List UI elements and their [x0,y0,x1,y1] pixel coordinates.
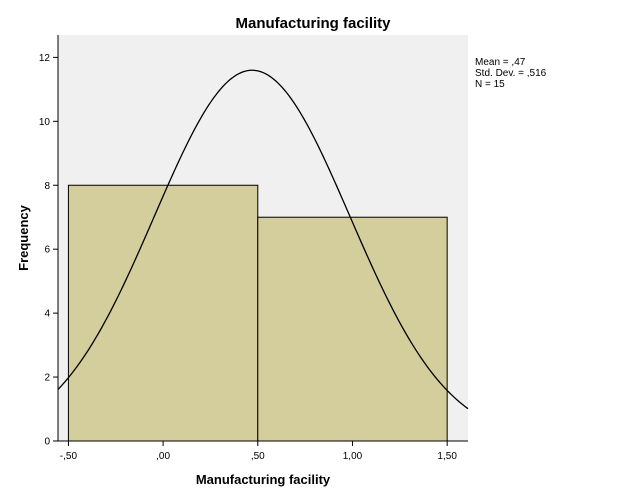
stats-mean: Mean = ,47 [475,57,526,68]
axes-group: 0 2 4 6 8 10 12 -,50 ,00 ,50 1,00 1,50 [39,35,468,462]
histogram-bar [67,184,259,442]
histogram-bar [257,216,448,442]
normal-curve [57,69,469,410]
y-tick-label: 10 [39,117,51,128]
chart-title: Manufacturing facility [235,15,391,32]
x-tick-label: ,00 [156,451,170,462]
stats-std-dev: Std. Dev. = ,516 [475,68,547,79]
x-tick-label: 1,00 [343,451,363,462]
y-tick-label: 8 [44,181,50,192]
y-tick-label: 2 [44,373,50,384]
x-tick-label: 1,50 [437,451,457,462]
stats-n: N = 15 [475,79,505,90]
y-tick-label: 12 [39,53,51,64]
y-axis-title: Frequency [16,204,31,271]
y-tick-label: 6 [44,245,50,256]
bars-group [67,184,448,442]
x-axis-title: Manufacturing facility [196,472,331,487]
y-tick-label: 0 [44,437,50,448]
y-tick-label: 4 [44,309,50,320]
x-tick-label: -,50 [60,451,78,462]
x-tick-label: ,50 [251,451,265,462]
